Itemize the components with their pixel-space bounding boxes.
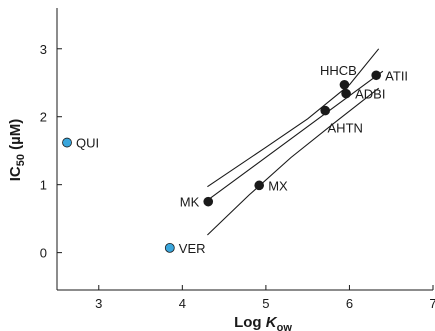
data-point-mk xyxy=(203,196,214,207)
x-axis-title: Log Kow xyxy=(234,314,292,331)
y-axis-title-sub: 50 xyxy=(15,154,27,166)
point-label-ahtn: AHTN xyxy=(328,121,363,136)
y-axis-title-main: IC xyxy=(7,166,24,181)
x-axis-title-italic: K xyxy=(266,314,278,331)
x-tick-label: 3 xyxy=(95,296,102,311)
plot-frame xyxy=(56,8,433,291)
data-point-hhcb xyxy=(339,79,350,90)
regression-curves xyxy=(207,48,384,236)
x-tick-label: 6 xyxy=(346,296,353,311)
data-point-adbi xyxy=(341,88,351,99)
x-tick-label: 7 xyxy=(429,296,435,311)
y-axis-title-unit: (µM) xyxy=(7,119,24,154)
data-point-mx xyxy=(254,180,265,191)
x-axis-title-sub: ow xyxy=(277,322,293,331)
point-label-ver: VER xyxy=(179,241,206,256)
point-label-mx: MX xyxy=(268,178,288,193)
confidence-band-upper xyxy=(207,48,380,188)
y-tick-label: 2 xyxy=(40,110,47,125)
y-axis-title: IC50 (µM) xyxy=(7,119,27,182)
point-label-atii: ATII xyxy=(385,68,408,83)
y-tick-label: 3 xyxy=(40,42,47,57)
regression-line xyxy=(207,70,384,201)
confidence-band-lower xyxy=(207,87,380,236)
y-tick-label: 0 xyxy=(40,246,47,261)
y-tick-label: 1 xyxy=(40,178,47,193)
x-axis-ticks: 3 4 5 6 7 xyxy=(95,285,435,311)
x-tick-label: 4 xyxy=(179,296,186,311)
data-point-ver xyxy=(164,242,175,253)
data-point-qui xyxy=(62,137,72,148)
data-points xyxy=(62,70,381,253)
x-axis-title-main: Log xyxy=(234,314,266,331)
y-axis-ticks: 0 1 2 3 xyxy=(40,42,62,261)
data-point-atii xyxy=(371,70,381,81)
x-tick-label: 5 xyxy=(262,296,269,311)
point-label-adbi: ADBI xyxy=(355,87,385,102)
point-label-qui: QUI xyxy=(76,136,99,151)
point-label-hhcb: HHCB xyxy=(320,63,357,78)
point-label-mk: MK xyxy=(180,195,200,210)
data-point-ahtn xyxy=(320,105,331,116)
